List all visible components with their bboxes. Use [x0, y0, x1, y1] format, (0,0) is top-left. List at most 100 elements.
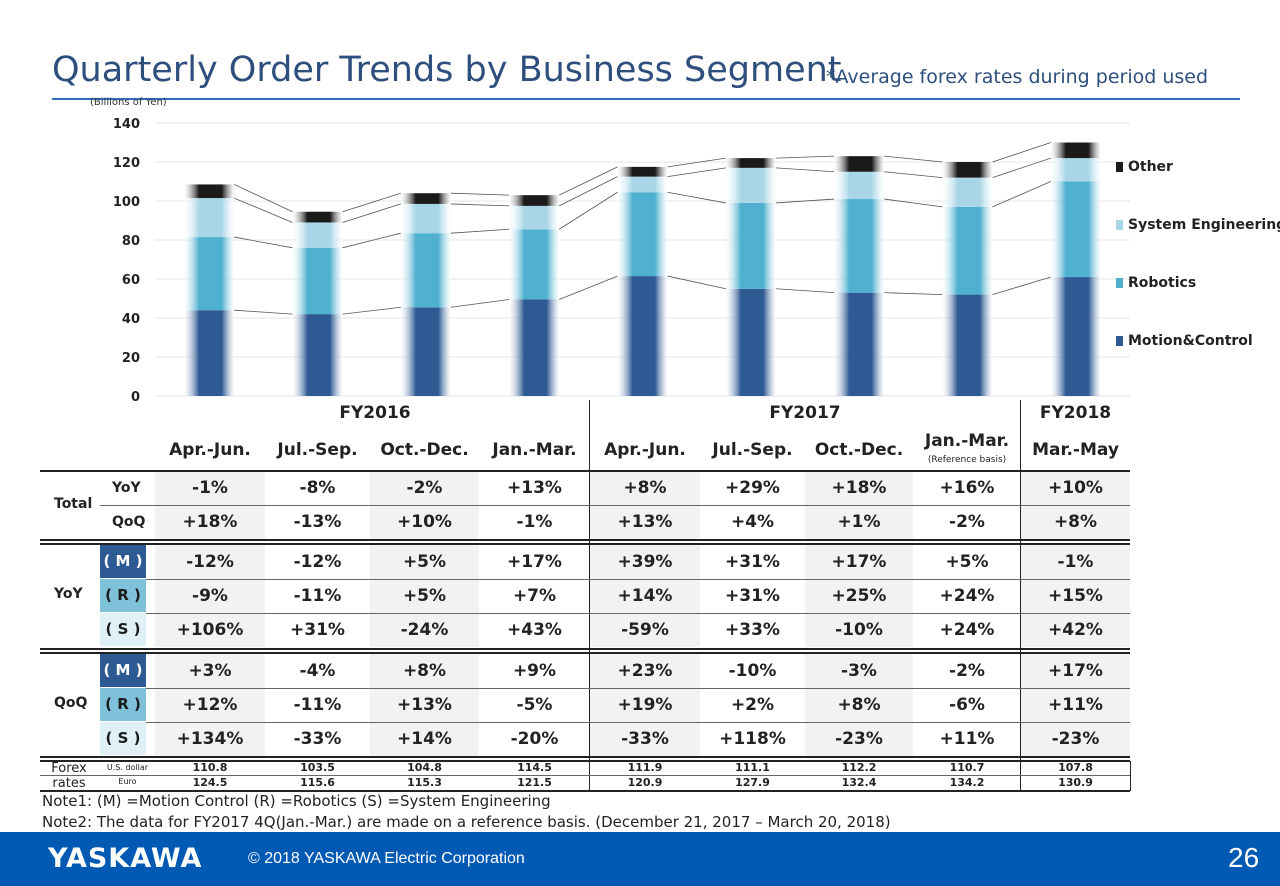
yoy-label: YoY	[54, 586, 83, 602]
usd-rate: 110.7	[949, 761, 985, 774]
segment-tag: ( R )	[100, 688, 146, 721]
series-connector	[234, 309, 293, 315]
row-label: QoQ	[112, 514, 146, 530]
table-cell: +5%	[945, 552, 989, 572]
table-cell: -8%	[299, 478, 336, 498]
series-connector	[884, 155, 943, 163]
table-cell: +16%	[939, 478, 995, 498]
table-cell: +17%	[1048, 661, 1103, 681]
table-cell: +13%	[397, 695, 452, 715]
bar-motioncontrol	[617, 276, 668, 396]
qoq-label: QoQ	[54, 695, 88, 711]
bar-motioncontrol	[292, 314, 343, 396]
table-cell: -59%	[621, 620, 669, 640]
bar-systemengineering	[725, 167, 776, 203]
y-tick-label: 20	[122, 351, 140, 366]
table-cell: +8%	[623, 478, 667, 498]
table-cell: -23%	[835, 729, 883, 749]
series-connector	[233, 184, 293, 213]
series-connector	[558, 166, 618, 196]
table-cell: -10%	[835, 620, 883, 640]
segment-tag: ( R )	[100, 579, 146, 612]
title-divider	[52, 98, 1240, 100]
quarter-header: Jan.-Mar.	[492, 440, 577, 460]
y-tick-label: 80	[122, 234, 140, 249]
series-connector	[775, 198, 835, 204]
table-cell: +43%	[507, 620, 562, 640]
table-cell: -12%	[186, 552, 234, 572]
bar-systemengineering	[834, 171, 885, 200]
table-cell: -2%	[949, 661, 985, 681]
series-connector	[884, 171, 943, 178]
forex-label: rates	[52, 776, 86, 791]
table-cell: +24%	[939, 586, 995, 606]
series-connector	[992, 276, 1051, 295]
series-connector	[992, 157, 1051, 178]
fy-header: FY2016	[339, 403, 411, 423]
table-cell: +39%	[617, 552, 673, 572]
series-connector	[558, 176, 618, 207]
table-cell: -33%	[293, 729, 342, 749]
table-cell: +11%	[1048, 695, 1103, 715]
table-rule	[100, 613, 1130, 614]
series-connector	[450, 228, 510, 234]
series-connector	[667, 275, 726, 290]
series-connector	[775, 167, 835, 173]
legend-swatch	[1116, 278, 1123, 288]
table-cell: +1%	[837, 512, 881, 532]
series-connector	[667, 191, 726, 204]
table-cell: -10%	[728, 661, 777, 681]
bar-robotics	[725, 202, 776, 289]
series-connector	[234, 236, 293, 249]
table-cell: +9%	[512, 661, 557, 681]
series-connector	[667, 157, 726, 168]
series-connector	[342, 192, 401, 213]
legend-swatch	[1116, 162, 1123, 172]
table-cell: -33%	[621, 729, 669, 749]
y-tick-label: 120	[113, 156, 140, 171]
bar-robotics	[942, 206, 993, 295]
bar-systemengineering	[509, 205, 560, 230]
series-connector	[234, 197, 293, 223]
bar-robotics	[184, 237, 235, 311]
y-tick-label: 0	[131, 390, 140, 405]
column-divider	[589, 400, 590, 790]
table-cell: -11%	[293, 695, 342, 715]
segment-tag: ( M )	[100, 545, 146, 578]
usd-rate: 107.8	[1058, 761, 1093, 774]
bar-robotics	[400, 233, 451, 308]
table-cell: +8%	[837, 695, 881, 715]
bar-motioncontrol	[184, 310, 235, 396]
euro-rate: 132.4	[841, 776, 877, 789]
table-cell: +31%	[725, 552, 780, 572]
bar-systemengineering	[617, 176, 668, 193]
table-rule	[100, 579, 1130, 580]
series-connector	[342, 203, 401, 223]
euro-rate: 120.9	[627, 776, 663, 789]
legend-label: Other	[1128, 159, 1173, 175]
bar-motioncontrol	[942, 294, 993, 396]
table-cell: +15%	[1048, 586, 1103, 606]
segment-tag: ( S )	[100, 722, 146, 755]
table-cell: +25%	[831, 586, 887, 606]
footer-bar	[0, 832, 1280, 886]
y-tick-label: 140	[113, 117, 140, 132]
series-connector	[884, 198, 943, 208]
quarter-header: Apr.-Jun.	[604, 440, 686, 460]
bar-other	[184, 184, 235, 199]
table-rule	[40, 652, 1130, 654]
bar-robotics	[834, 199, 885, 293]
table-cell: +10%	[1048, 478, 1103, 498]
bar-motioncontrol	[725, 288, 776, 396]
table-cell: +23%	[617, 661, 673, 681]
table-cell: +4%	[730, 512, 775, 532]
table-rule	[40, 790, 1130, 792]
table-rule	[100, 688, 1130, 689]
table-cell: -12%	[293, 552, 342, 572]
usd-rate: 111.9	[627, 761, 663, 774]
table-cell: +17%	[507, 552, 562, 572]
table-cell: +7%	[512, 586, 557, 606]
euro-rate: 127.9	[735, 776, 770, 789]
table-cell: -3%	[841, 661, 877, 681]
segment-tag: ( M )	[100, 654, 146, 687]
